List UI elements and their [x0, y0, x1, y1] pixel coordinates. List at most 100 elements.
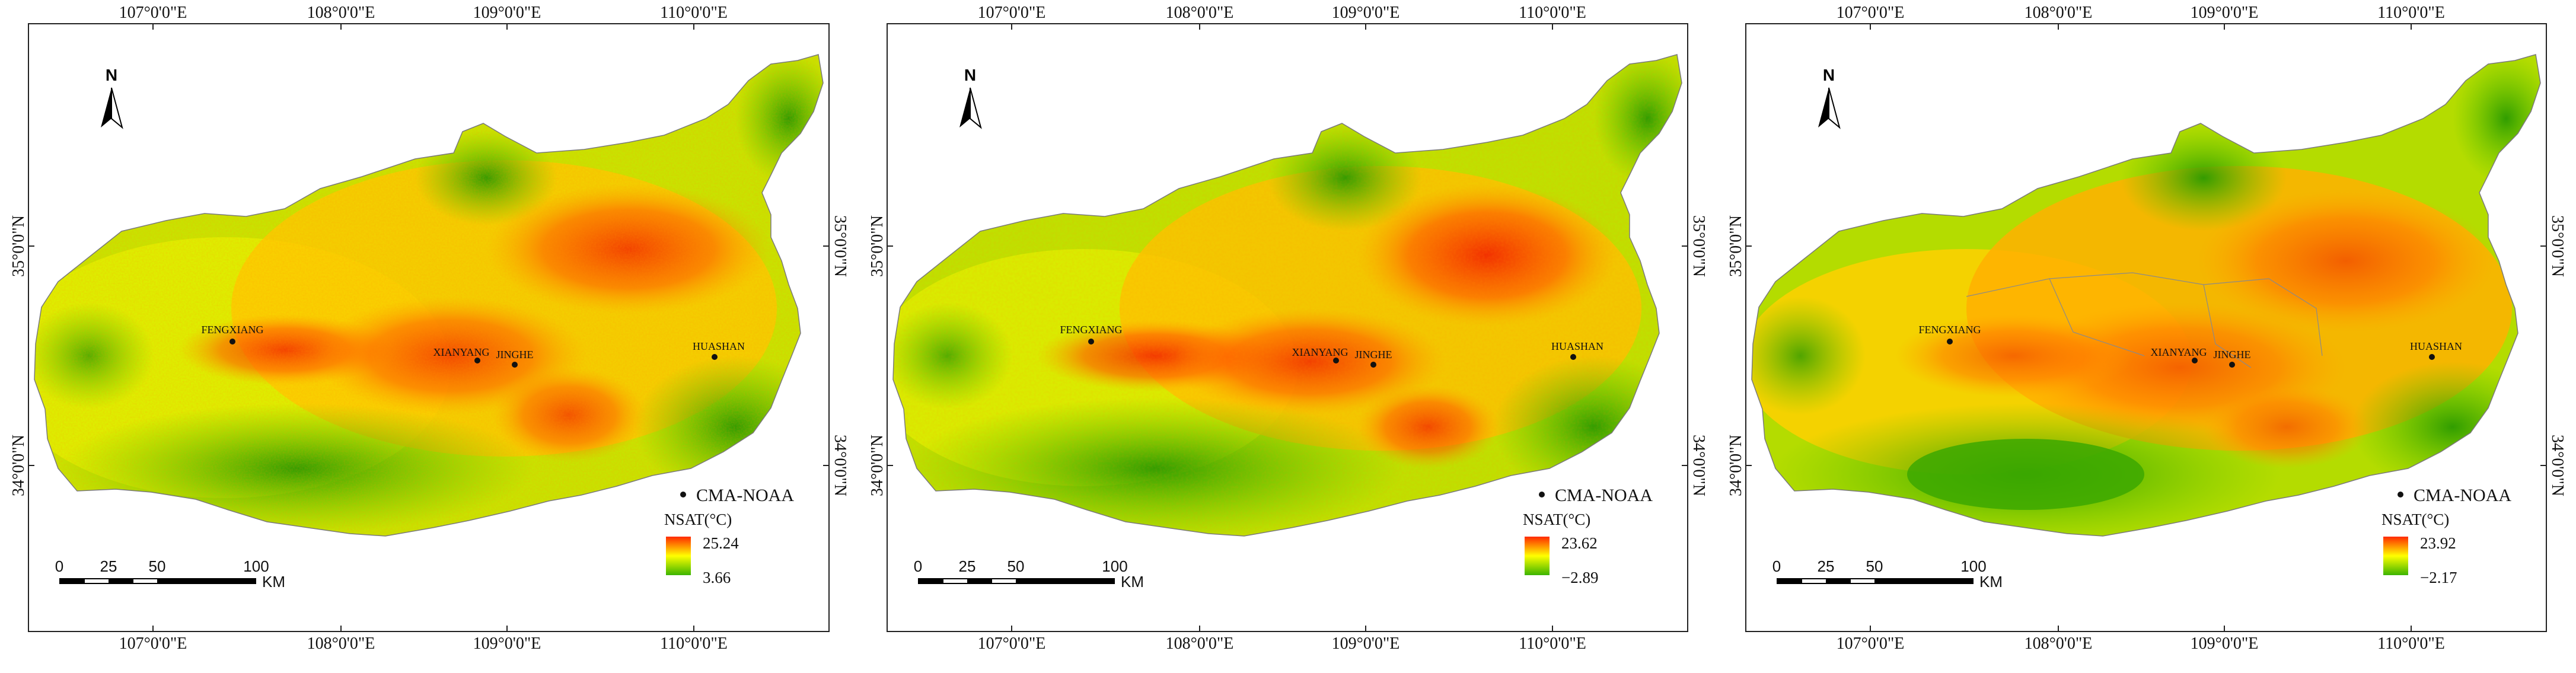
lat-label-left: 35°0'0"N: [9, 215, 28, 277]
scale-label: 0: [914, 557, 922, 575]
lon-label-bottom: 110°0'0"E: [660, 634, 728, 653]
scale-unit: KM: [1121, 573, 1144, 591]
lat-label-left: 35°0'0"N: [1727, 215, 1745, 277]
station-fengxiang: FENGXIANG: [1919, 324, 1981, 345]
lon-label-bottom: 109°0'0"E: [1332, 634, 1400, 653]
scale-label: 50: [1866, 557, 1883, 575]
scale-label: 0: [55, 557, 63, 575]
lat-label-left: 35°0'0"N: [868, 215, 887, 277]
legend-min: −2.17: [2420, 569, 2457, 586]
color-legend: NSAT(°C) 25.24 3.66: [664, 511, 739, 586]
legend-title: NSAT(°C): [1523, 511, 1590, 528]
legend-min: 3.66: [703, 569, 731, 586]
lon-label-bottom: 109°0'0"E: [2191, 634, 2259, 653]
color-ramp: [1525, 537, 1550, 575]
city-label: HUASHAN: [693, 340, 745, 352]
north-label: N: [106, 66, 117, 84]
lon-label-bottom: 107°0'0"E: [978, 634, 1046, 653]
city-label: JINGHE: [496, 349, 534, 361]
station-jinghe: JINGHE: [496, 349, 534, 368]
lon-label-top: 109°0'0"E: [2191, 4, 2259, 22]
lat-label-right: 34°0'0"N: [831, 435, 849, 496]
station-huashan: HUASHAN: [693, 340, 745, 360]
map-panel-2: 107°0'0"E 108°0'0"E 109°0'0"E 110°0'0"E …: [859, 0, 1717, 673]
north-arrow-icon: N: [101, 66, 123, 129]
scale-label: 25: [1818, 557, 1835, 575]
scale-label: 0: [1772, 557, 1781, 575]
station-legend-label: CMA-NOAA: [1555, 486, 1653, 505]
city-label: JINGHE: [1355, 349, 1392, 361]
legend-min: −2.89: [1561, 569, 1598, 586]
map-canvas-2: 107°0'0"E 108°0'0"E 109°0'0"E 110°0'0"E …: [868, 4, 1708, 653]
station-legend: CMA-NOAA: [2398, 486, 2511, 505]
lat-label-right: 35°0'0"N: [1689, 215, 1708, 277]
lon-label-bottom: 108°0'0"E: [2025, 634, 2093, 653]
lon-label-bottom: 108°0'0"E: [307, 634, 375, 653]
lat-label-right: 35°0'0"N: [831, 215, 849, 277]
lat-label-right: 34°0'0"N: [1689, 435, 1708, 496]
legend-title: NSAT(°C): [2381, 511, 2449, 528]
station-jinghe: JINGHE: [2214, 349, 2251, 368]
city-label: HUASHAN: [1551, 340, 1603, 352]
lon-label-top: 107°0'0"E: [119, 4, 187, 22]
scale-bar: 0 25 50 100 KM: [1772, 557, 2003, 591]
scale-bar: 0 25 50 100 KM: [55, 557, 285, 591]
north-label: N: [1823, 66, 1835, 84]
lon-label-top: 108°0'0"E: [1166, 4, 1234, 22]
map-panel-1: 107°0'0"E 108°0'0"E 109°0'0"E 110°0'0"E …: [0, 0, 859, 673]
scale-bar: 0 25 50 100 KM: [914, 557, 1144, 591]
lat-label-left: 34°0'0"N: [1727, 435, 1745, 496]
map-panel-3: 107°0'0"E 108°0'0"E 109°0'0"E 110°0'0"E …: [1717, 0, 2576, 673]
lat-label-left: 34°0'0"N: [9, 435, 28, 496]
lat-label-right: 34°0'0"N: [2548, 435, 2567, 496]
station-fengxiang: FENGXIANG: [202, 324, 264, 345]
region-boundary: [34, 54, 824, 537]
legend-title: NSAT(°C): [664, 511, 732, 528]
station-xianyang: XIANYANG: [1292, 346, 1348, 363]
lat-label-right: 35°0'0"N: [2548, 215, 2567, 277]
map-canvas-3: 107°0'0"E 108°0'0"E 109°0'0"E 110°0'0"E …: [1727, 4, 2567, 653]
lon-label-bottom: 110°0'0"E: [1519, 634, 1586, 653]
legend-max: 23.62: [1561, 534, 1598, 552]
station-huashan: HUASHAN: [2410, 340, 2462, 360]
city-label: JINGHE: [2214, 349, 2251, 361]
lon-label-top: 107°0'0"E: [1837, 4, 1905, 22]
scale-label: 50: [1008, 557, 1025, 575]
north-arrow-icon: N: [959, 66, 982, 129]
scale-label: 50: [149, 557, 166, 575]
city-label: FENGXIANG: [202, 324, 264, 336]
city-label: XIANYANG: [1292, 346, 1348, 358]
station-legend-label: CMA-NOAA: [696, 486, 794, 505]
north-label: N: [964, 66, 976, 84]
lon-label-bottom: 108°0'0"E: [1166, 634, 1234, 653]
lon-label-top: 110°0'0"E: [660, 4, 728, 22]
scale-label: 100: [1102, 557, 1127, 575]
lon-label-bottom: 107°0'0"E: [119, 634, 187, 653]
map-canvas-1: 107°0'0"E 108°0'0"E 109°0'0"E 110°0'0"E …: [9, 4, 849, 653]
station-huashan: HUASHAN: [1551, 340, 1603, 360]
color-ramp: [2383, 537, 2408, 575]
city-label: FENGXIANG: [1060, 324, 1123, 336]
station-legend: CMA-NOAA: [1539, 486, 1653, 505]
lat-label-left: 34°0'0"N: [868, 435, 887, 496]
scale-label: 25: [100, 557, 117, 575]
scale-unit: KM: [262, 573, 285, 591]
lon-label-bottom: 107°0'0"E: [1837, 634, 1905, 653]
scale-unit: KM: [1979, 573, 2003, 591]
station-xianyang: XIANYANG: [433, 346, 490, 363]
scale-label: 25: [959, 557, 976, 575]
legend-max: 25.24: [703, 534, 739, 552]
color-ramp: [666, 537, 691, 575]
lon-label-top: 110°0'0"E: [2377, 4, 2445, 22]
region-boundary: [892, 54, 1682, 537]
city-label: FENGXIANG: [1919, 324, 1981, 336]
lon-label-top: 108°0'0"E: [2025, 4, 2093, 22]
city-label: XIANYANG: [2151, 346, 2207, 358]
lon-label-top: 108°0'0"E: [307, 4, 375, 22]
color-legend: NSAT(°C) 23.62 −2.89: [1523, 511, 1598, 586]
scale-label: 100: [243, 557, 269, 575]
scale-label: 100: [1960, 557, 1986, 575]
station-xianyang: XIANYANG: [2151, 346, 2207, 363]
lon-label-top: 110°0'0"E: [1519, 4, 1586, 22]
station-jinghe: JINGHE: [1355, 349, 1392, 368]
